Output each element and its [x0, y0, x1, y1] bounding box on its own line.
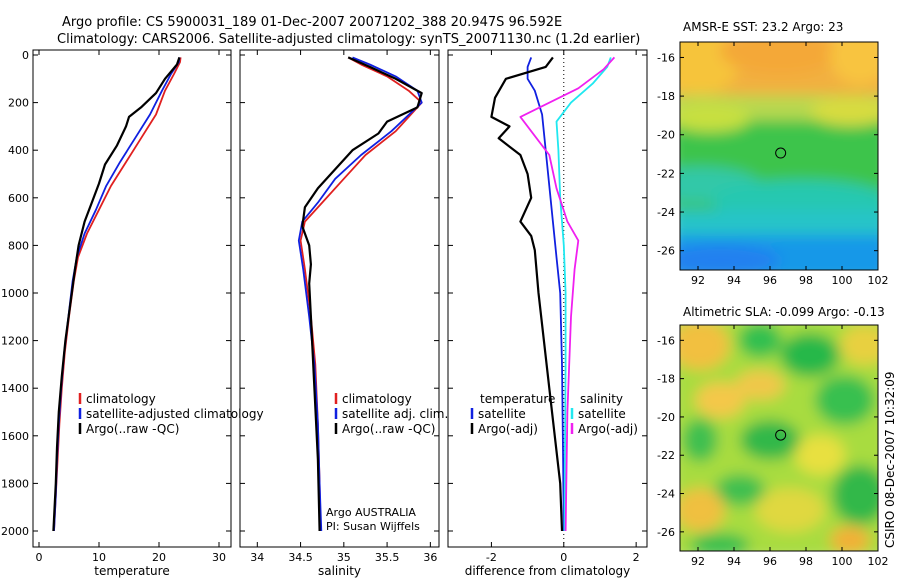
sst-map-title: AMSR-E SST: 23.2 Argo: 23: [683, 20, 843, 34]
map-x-tick-label: 94: [727, 555, 741, 568]
map-x-tick-label: 92: [691, 555, 705, 568]
y-tick-label: 200: [8, 97, 29, 110]
sla-map-frame: [679, 324, 879, 552]
map-x-tick-label: 94: [727, 274, 741, 287]
legend-label: satellite-adjusted climatology: [86, 407, 264, 421]
salinity-plot-frame: [239, 49, 440, 548]
y-tick-label: 0: [22, 49, 29, 62]
sst-heatmap: [680, 42, 878, 270]
temperature-plot-frame: [32, 49, 232, 548]
sla-heatmap: [680, 325, 878, 551]
x-tick-label: -2: [486, 551, 497, 564]
y-tick-label: 1400: [1, 382, 29, 395]
map-y-tick-label: -24: [657, 206, 675, 219]
map-x-tick-label: 96: [763, 555, 777, 568]
legend-label: Argo(-adj): [578, 422, 638, 436]
y-tick-label: 2000: [1, 525, 29, 538]
x-tick-label: 34: [250, 551, 264, 564]
panel-annotation: PI: Susan Wijffels: [326, 520, 420, 533]
sla-map-axes: 92 94 96 98 100 102 -16 -18 -20 -22 -24 -26: [657, 325, 889, 568]
map-x-tick-label: 98: [799, 274, 813, 287]
temperature-chart: 0 10 20 30 temperature 0 200 400 600 800 1000 1200 1…: [1, 49, 264, 578]
legend-label: climatology: [342, 392, 412, 406]
figure-title-line2: Climatology: CARS2006. Satellite-adjuste…: [57, 32, 640, 47]
x-tick-label: 0: [560, 551, 567, 564]
x-axis-label: difference from climatology: [465, 564, 631, 578]
argo-location-marker: [775, 429, 787, 441]
map-y-tick-label: -24: [657, 488, 675, 501]
series-line-2: [555, 57, 612, 532]
map-y-tick-label: -26: [657, 526, 675, 539]
y-tick-label: 400: [8, 144, 29, 157]
legend-label: salinity: [580, 392, 623, 406]
x-tick-label: 35.5: [375, 551, 400, 564]
argo-location-marker: [775, 147, 787, 159]
x-axis-label: temperature: [94, 564, 169, 578]
y-tick-label: 1200: [1, 335, 29, 348]
side-timestamp-label: CSIRO 08-Dec-2007 10:32:09: [883, 371, 897, 548]
map-x-tick-label: 96: [763, 274, 777, 287]
legend-label: temperature: [480, 392, 555, 406]
map-y-tick-label: -26: [657, 245, 675, 258]
map-x-tick-label: 100: [832, 274, 853, 287]
series-line-2: [52, 57, 181, 532]
x-tick-label: 10: [92, 551, 106, 564]
legend-label: satellite: [478, 407, 526, 421]
sst-map-frame: [679, 41, 879, 271]
series-line-1: [490, 56, 564, 532]
map-y-tick-label: -20: [657, 411, 675, 424]
difference-plot-frame: [447, 49, 648, 548]
legend-label: satellite adj. clim.: [342, 407, 448, 421]
map-y-tick-label: -20: [657, 129, 675, 142]
map-x-tick-label: 92: [691, 274, 705, 287]
series-line-0: [526, 57, 565, 532]
y-tick-label: 1800: [1, 477, 29, 490]
series-line-2: [301, 56, 423, 532]
legend-label: climatology: [86, 392, 156, 406]
legend-label: satellite: [578, 407, 626, 421]
x-tick-label: 0: [36, 551, 43, 564]
y-tick-label: 1600: [1, 430, 29, 443]
y-tick-label: 1000: [1, 287, 29, 300]
figure-title-line1: Argo profile: CS 5900031_189 01-Dec-2007…: [62, 15, 562, 30]
series-line-3: [519, 56, 616, 532]
legend-label: Argo(-adj): [478, 422, 538, 436]
legend-label: Argo(..raw -QC): [342, 422, 435, 436]
map-x-tick-label: 102: [868, 555, 889, 568]
x-tick-label: 20: [152, 551, 166, 564]
x-axis-label: salinity: [318, 564, 361, 578]
series-line-0: [53, 57, 182, 532]
map-x-tick-label: 102: [868, 274, 889, 287]
y-tick-label: 800: [8, 239, 29, 252]
x-tick-label: 36: [423, 551, 437, 564]
panel-annotation: Argo AUSTRALIA: [326, 506, 416, 519]
map-x-tick-label: 98: [799, 555, 813, 568]
map-y-tick-label: -18: [657, 373, 675, 386]
map-y-tick-label: -18: [657, 90, 675, 103]
sst-map-axes: 92 94 96 98 100 102 -16 -18 -20 -22 -24 -26: [657, 42, 889, 287]
legend-label: Argo(..raw -QC): [86, 422, 179, 436]
map-y-tick-label: -22: [657, 167, 675, 180]
x-tick-label: 34.5: [288, 551, 313, 564]
x-tick-label: 35: [337, 551, 351, 564]
map-y-tick-label: -16: [657, 51, 675, 64]
map-y-tick-label: -16: [657, 334, 675, 347]
y-tick-label: 600: [8, 192, 29, 205]
sla-map-title: Altimetric SLA: -0.099 Argo: -0.13: [683, 305, 885, 319]
map-x-tick-label: 100: [832, 555, 853, 568]
map-y-tick-label: -22: [657, 449, 675, 462]
x-tick-label: 30: [212, 551, 226, 564]
x-tick-label: 2: [633, 551, 640, 564]
salinity-chart: 34 34.5 35 35.5 36 salinity climatologysatelli…: [240, 50, 448, 578]
